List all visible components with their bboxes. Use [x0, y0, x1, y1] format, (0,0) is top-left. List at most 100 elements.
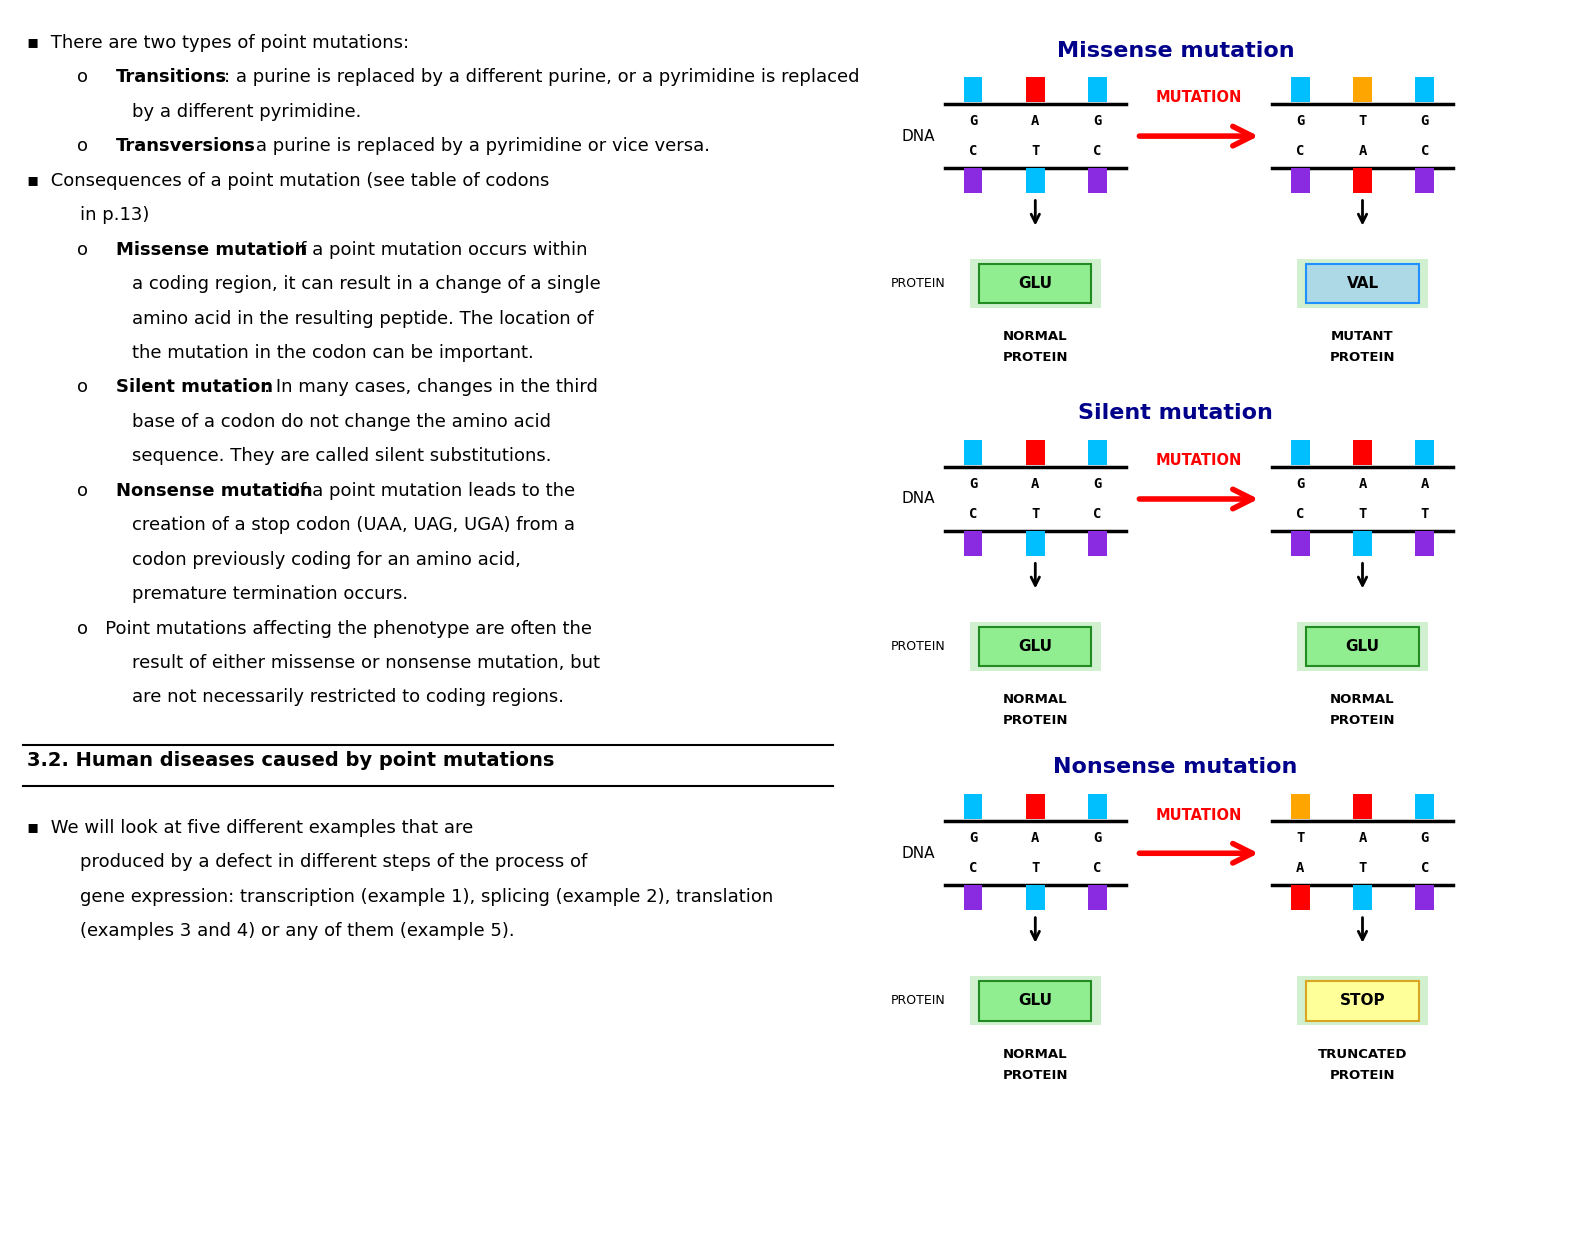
Text: T: T [1421, 506, 1429, 521]
Text: T: T [1295, 831, 1305, 846]
Text: (examples 3 and 4) or any of them (example 5).: (examples 3 and 4) or any of them (examp… [80, 922, 514, 940]
Bar [964, 77, 982, 102]
Bar [970, 259, 1100, 309]
Bar [1291, 168, 1309, 193]
Text: Silent mutation: Silent mutation [1078, 403, 1273, 423]
Text: PROTEIN: PROTEIN [1003, 351, 1067, 364]
Text: : a purine is replaced by a different purine, or a pyrimidine is replaced: : a purine is replaced by a different pu… [225, 68, 860, 86]
Text: TRUNCATED: TRUNCATED [1317, 1047, 1407, 1061]
Bar [1027, 77, 1045, 102]
Bar [1291, 77, 1309, 102]
Text: A: A [1295, 861, 1305, 875]
Bar [1353, 531, 1372, 556]
Bar [1415, 886, 1434, 909]
Text: PROTEIN: PROTEIN [1003, 1069, 1067, 1081]
Text: G: G [968, 478, 978, 491]
Text: : a purine is replaced by a pyrimidine or vice versa.: : a purine is replaced by a pyrimidine o… [244, 137, 711, 156]
Bar [964, 168, 982, 193]
FancyBboxPatch shape [1306, 627, 1418, 667]
Text: : If a point mutation leads to the: : If a point mutation leads to the [283, 481, 575, 500]
Text: PROTEIN: PROTEIN [891, 994, 946, 1008]
Bar [1297, 977, 1427, 1025]
Text: amino acid in the resulting peptide. The location of: amino acid in the resulting peptide. The… [132, 310, 593, 327]
Text: GLU: GLU [1019, 639, 1052, 654]
Text: ▪  Consequences of a point mutation (see table of codons: ▪ Consequences of a point mutation (see … [27, 172, 550, 190]
Bar [1027, 794, 1045, 819]
Text: NORMAL: NORMAL [1003, 1047, 1067, 1061]
Text: A: A [1358, 144, 1366, 158]
FancyBboxPatch shape [1306, 982, 1418, 1020]
FancyBboxPatch shape [979, 627, 1091, 667]
Text: NORMAL: NORMAL [1003, 331, 1067, 343]
Text: produced by a defect in different steps of the process of: produced by a defect in different steps … [80, 853, 588, 871]
Text: : If a point mutation occurs within: : If a point mutation occurs within [283, 240, 588, 259]
Text: A: A [1358, 831, 1366, 846]
FancyBboxPatch shape [1306, 264, 1418, 304]
Text: sequence. They are called silent substitutions.: sequence. They are called silent substit… [132, 448, 552, 465]
Text: by a different pyrimidine.: by a different pyrimidine. [132, 103, 362, 121]
Text: C: C [1421, 144, 1429, 158]
Text: PROTEIN: PROTEIN [1330, 351, 1396, 364]
Text: C: C [1094, 144, 1102, 158]
Text: GLU: GLU [1019, 994, 1052, 1009]
Text: T: T [1358, 114, 1366, 128]
Bar [1291, 440, 1309, 464]
Bar [1415, 440, 1434, 464]
Text: T: T [1031, 506, 1039, 521]
Bar [970, 977, 1100, 1025]
Bar [1415, 531, 1434, 556]
Bar [1027, 531, 1045, 556]
Text: A: A [1031, 478, 1039, 491]
Text: ▪  We will look at five different examples that are: ▪ We will look at five different example… [27, 819, 473, 837]
Text: 3.2. Human diseases caused by point mutations: 3.2. Human diseases caused by point muta… [27, 751, 555, 770]
Bar [1088, 886, 1107, 909]
Bar [964, 440, 982, 464]
Text: o   Point mutations affecting the phenotype are often the: o Point mutations affecting the phenotyp… [77, 620, 593, 637]
Text: Transversions: Transversions [116, 137, 256, 156]
Text: G: G [1094, 831, 1102, 846]
Text: o: o [77, 137, 105, 156]
Bar [964, 886, 982, 909]
Text: C: C [1295, 506, 1305, 521]
Text: G: G [1421, 831, 1429, 846]
Bar [1088, 794, 1107, 819]
Text: are not necessarily restricted to coding regions.: are not necessarily restricted to coding… [132, 688, 564, 707]
Text: DNA: DNA [902, 128, 935, 143]
Text: VAL: VAL [1347, 276, 1379, 291]
Text: STOP: STOP [1339, 994, 1385, 1009]
Text: C: C [1094, 861, 1102, 875]
Bar [1415, 168, 1434, 193]
Bar [1088, 168, 1107, 193]
Bar [1353, 886, 1372, 909]
Text: G: G [968, 114, 978, 128]
Text: A: A [1358, 478, 1366, 491]
Text: GLU: GLU [1346, 639, 1380, 654]
Text: ▪  There are two types of point mutations:: ▪ There are two types of point mutations… [27, 34, 409, 52]
Text: creation of a stop codon (UAA, UAG, UGA) from a: creation of a stop codon (UAA, UAG, UGA)… [132, 516, 575, 534]
Text: G: G [1295, 478, 1305, 491]
Bar [1088, 440, 1107, 464]
Text: NORMAL: NORMAL [1003, 693, 1067, 707]
Text: result of either missense or nonsense mutation, but: result of either missense or nonsense mu… [132, 654, 599, 672]
Bar [1088, 531, 1107, 556]
Text: PROTEIN: PROTEIN [1330, 1069, 1396, 1081]
Bar [1291, 886, 1309, 909]
Bar [970, 622, 1100, 672]
Text: GLU: GLU [1019, 276, 1052, 291]
Text: A: A [1421, 478, 1429, 491]
Bar [1297, 622, 1427, 672]
Text: G: G [968, 831, 978, 846]
Text: T: T [1358, 506, 1366, 521]
Text: o: o [77, 68, 105, 86]
Bar [1297, 259, 1427, 309]
Bar [1415, 794, 1434, 819]
Text: codon previously coding for an amino acid,: codon previously coding for an amino aci… [132, 551, 520, 569]
Text: NORMAL: NORMAL [1330, 693, 1394, 707]
Text: G: G [1295, 114, 1305, 128]
Text: G: G [1421, 114, 1429, 128]
Text: PROTEIN: PROTEIN [1330, 714, 1396, 728]
Text: MUTANT: MUTANT [1331, 331, 1394, 343]
Text: Transitions: Transitions [116, 68, 228, 86]
FancyBboxPatch shape [979, 264, 1091, 304]
Text: gene expression: transcription (example 1), splicing (example 2), translation: gene expression: transcription (example … [80, 888, 773, 906]
